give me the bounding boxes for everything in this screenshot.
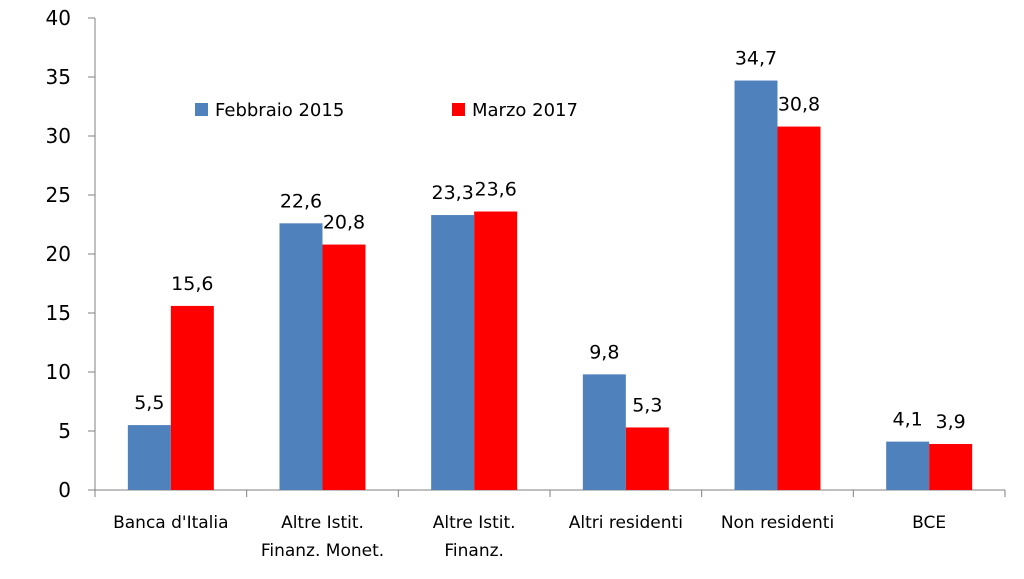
legend-swatch [452,103,465,116]
x-category-label: Finanz. [444,541,504,561]
x-category-label: Altri residenti [569,513,683,533]
y-tick-label: 20 [46,242,71,266]
bar-value-label: 9,8 [589,341,619,363]
y-tick-label: 0 [58,478,71,502]
bar-marzo-2017 [170,305,214,490]
bar-febbraio-2015 [127,425,171,490]
y-tick-label: 10 [46,360,71,384]
bar-febbraio-2015 [734,80,778,490]
legend-label: Marzo 2017 [472,100,578,121]
bar-value-label: 5,5 [134,392,164,414]
bar-marzo-2017 [474,211,518,490]
bar-marzo-2017 [322,244,366,490]
x-category-label: Banca d'Italia [113,513,228,533]
bar-value-label: 23,3 [432,182,474,204]
bar-value-label: 22,6 [280,190,322,212]
bar-value-label: 20,8 [323,212,365,234]
x-category-label: Altre Istit. [433,513,516,533]
bar-marzo-2017 [625,427,669,490]
x-category-label: Finanz. Monet. [261,541,384,561]
x-category-label: Altre Istit. [281,513,364,533]
y-tick-label: 30 [46,124,71,148]
legend: Febbraio 2015 Marzo 2017 [195,100,578,121]
bar-marzo-2017 [777,126,821,490]
bar-febbraio-2015 [279,223,323,490]
y-tick-label: 35 [46,65,71,89]
x-category-label: BCE [912,513,946,533]
y-tick-label: 40 [46,6,71,30]
x-category-label: Non residenti [721,513,834,533]
y-axis: 0 5 10 15 20 25 30 35 40 [46,6,96,502]
bar-value-label: 23,6 [475,179,517,201]
legend-label: Febbraio 2015 [215,100,344,121]
y-tick-label: 5 [58,419,71,443]
bar-value-label: 34,7 [735,48,777,70]
bar-value-label: 3,9 [936,411,966,433]
bars [127,80,973,490]
legend-swatch [195,103,208,116]
bar-febbraio-2015 [582,374,626,490]
x-axis: Banca d'Italia Altre Istit. Finanz. Monet.… [94,489,1006,561]
bar-marzo-2017 [929,443,973,490]
bar-value-label: 4,1 [893,409,923,431]
bar-value-label: 5,3 [632,394,662,416]
y-tick-label: 25 [46,183,71,207]
bar-febbraio-2015 [431,215,475,490]
bar-febbraio-2015 [886,441,930,490]
bar-value-label: 30,8 [778,94,820,116]
y-tick-label: 15 [46,301,71,325]
data-labels: 5,5 22,6 23,3 9,8 34,7 4,1 15,6 20,8 23,6 5,3 30,8… [134,48,966,433]
bar-value-label: 15,6 [171,273,213,295]
